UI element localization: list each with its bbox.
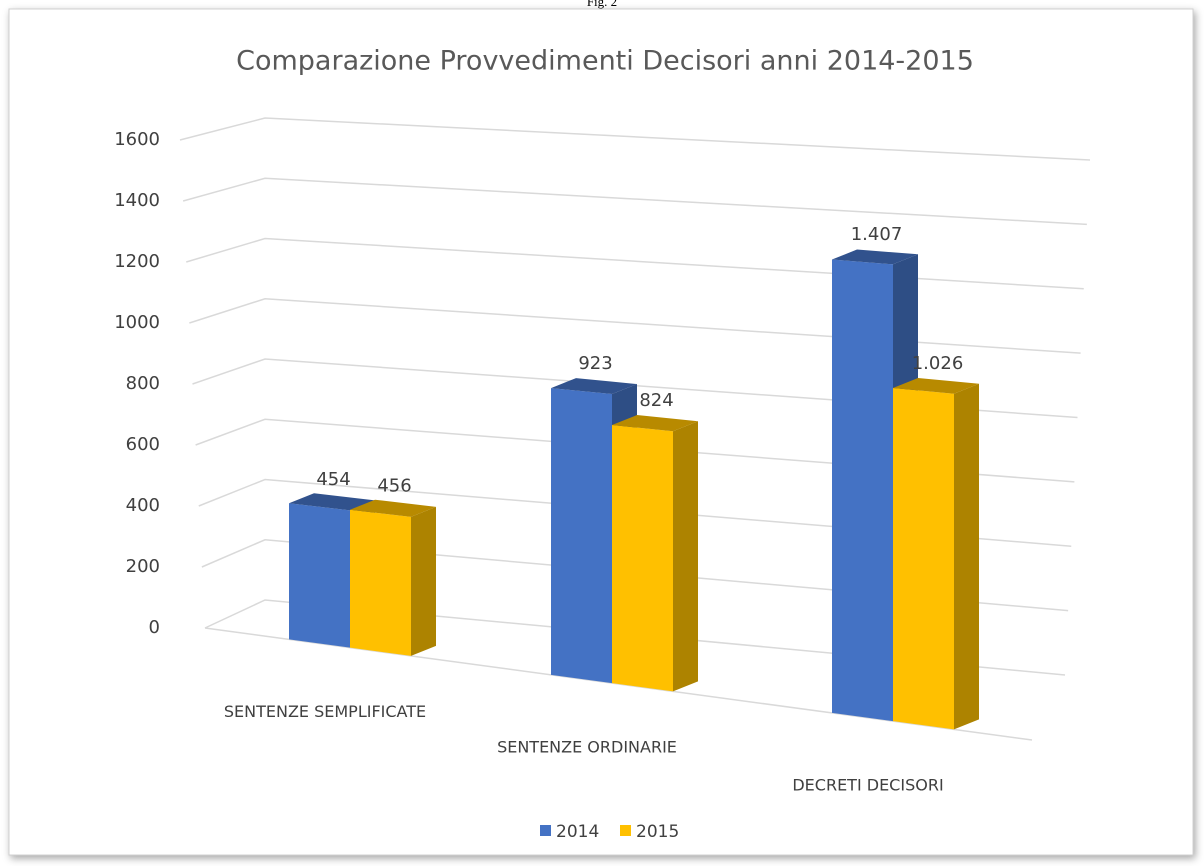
caption: Fig. 2 xyxy=(587,0,617,9)
legend-label: 2015 xyxy=(636,822,679,842)
data-label: 923 xyxy=(578,353,612,374)
x-tick-label: SENTENZE SEMPLIFICATE xyxy=(224,702,426,721)
bar-top xyxy=(551,378,637,395)
grid-line xyxy=(182,177,1087,226)
legend-label: 2014 xyxy=(556,822,599,842)
data-label: 1.407 xyxy=(851,224,903,245)
bar-front xyxy=(289,503,350,648)
x-tick-label: SENTENZE ORDINARIE xyxy=(497,738,677,757)
bar-front xyxy=(350,509,411,656)
y-tick-label: 1400 xyxy=(114,190,160,211)
y-tick-label: 400 xyxy=(126,495,160,516)
y-tick-label: 1600 xyxy=(114,129,160,150)
y-tick-label: 1200 xyxy=(114,251,160,272)
data-label: 454 xyxy=(316,469,350,490)
chart-title: Comparazione Provvedimenti Decisori anni… xyxy=(236,46,974,77)
grid-line xyxy=(201,538,1069,612)
bar-top xyxy=(350,499,436,517)
y-tick-label: 1000 xyxy=(114,312,160,333)
bar-side xyxy=(954,383,979,730)
bar-top xyxy=(893,378,979,394)
bar-top xyxy=(832,249,918,265)
bar-side xyxy=(411,506,436,656)
legend-swatch xyxy=(620,825,631,836)
y-tick-label: 0 xyxy=(149,617,160,638)
bar-top xyxy=(289,493,375,511)
y-tick-label: 600 xyxy=(126,434,160,455)
grid-line xyxy=(189,297,1081,354)
grid-line xyxy=(192,358,1078,419)
grid-line xyxy=(198,478,1072,547)
y-tick-label: 800 xyxy=(126,373,160,394)
y-tick-label: 200 xyxy=(126,556,160,577)
x-tick-label: DECRETI DECISORI xyxy=(792,776,943,795)
bar-side xyxy=(673,421,698,692)
grid-line xyxy=(186,237,1084,290)
bar-front xyxy=(551,388,612,684)
grid-line xyxy=(204,599,1066,676)
bar-top xyxy=(612,415,698,432)
bar-front xyxy=(832,259,893,722)
bar-front xyxy=(612,425,673,692)
grid-line xyxy=(179,117,1091,161)
legend-swatch xyxy=(540,825,551,836)
data-label: 824 xyxy=(639,390,673,411)
bar-front xyxy=(893,388,954,730)
data-label: 1.026 xyxy=(912,353,964,374)
data-label: 456 xyxy=(377,475,411,496)
grid-line xyxy=(195,418,1075,483)
